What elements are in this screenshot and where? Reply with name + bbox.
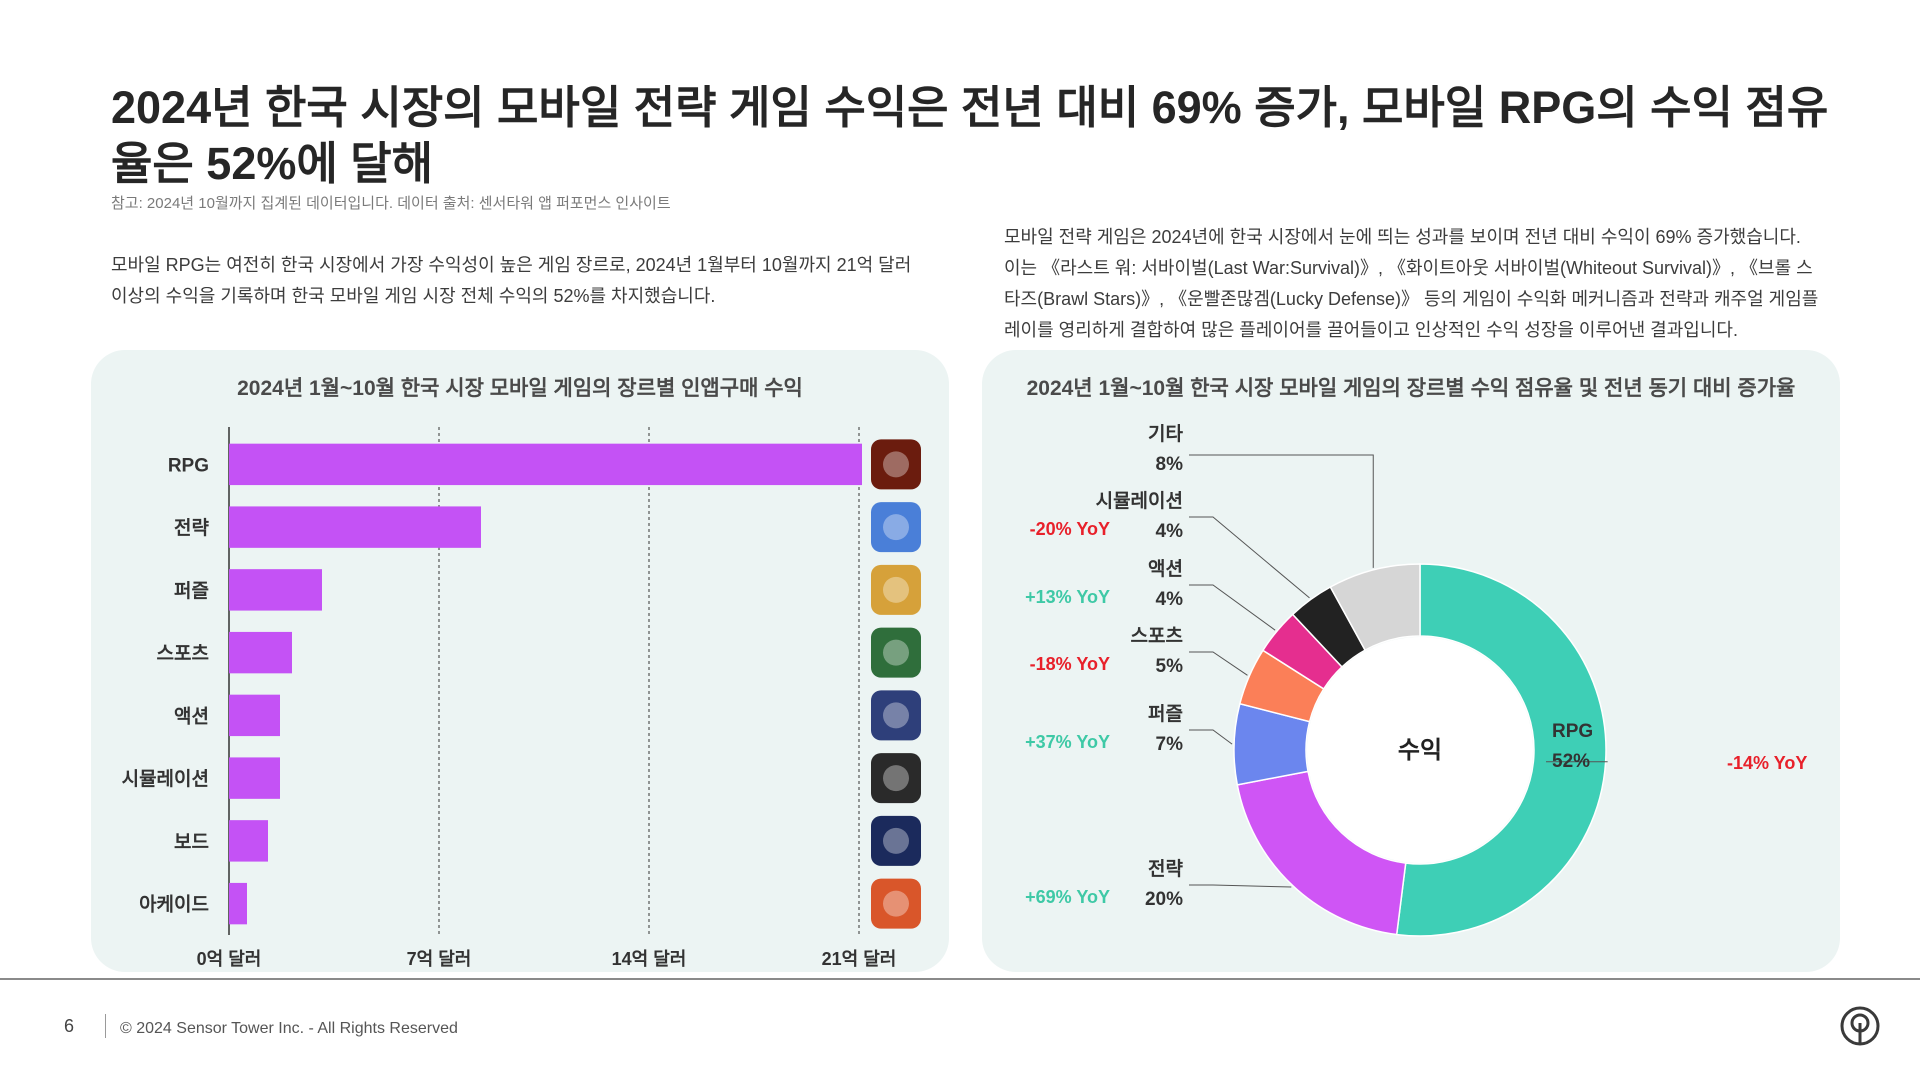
strategy-game-icon	[871, 502, 921, 553]
leader-line	[1189, 584, 1276, 631]
slice-yoy: +69% YoY	[1025, 887, 1110, 907]
sensor-tower-logo-icon	[1840, 1006, 1880, 1046]
bar-item-0	[229, 443, 862, 486]
rpg-summary-paragraph: 모바일 RPG는 여전히 한국 시장에서 가장 수익성이 높은 게임 장르로, …	[111, 255, 912, 306]
slice-percent: 5%	[1156, 656, 1184, 677]
donut-chart-panel: 2024년 1월~10월 한국 시장 모바일 게임의 장르별 수익 점유율 및 …	[982, 350, 1840, 972]
x-tick-label: 0억 달러	[197, 949, 262, 969]
board-game-icon	[871, 815, 921, 866]
x-tick-label: 7억 달러	[407, 949, 472, 969]
slice-label: 기타	[1148, 423, 1183, 445]
bar-item-5	[229, 757, 280, 799]
slice-yoy: -20% YoY	[1030, 519, 1110, 539]
page-number: 6	[64, 1016, 75, 1036]
donut-chart: 수익 RPG 52% -14% YoY 전략 20% +69% YoY 퍼즐 7% +37% Yo…	[1025, 423, 1807, 937]
bar-item-7	[229, 882, 247, 925]
bar-item-6	[229, 820, 268, 862]
slice-percent: 7%	[1156, 734, 1184, 755]
slice-yoy: -14% YoY	[1727, 753, 1807, 773]
footer-separator	[105, 1014, 106, 1038]
footer-divider	[0, 978, 1920, 980]
sports-game-icon	[871, 627, 921, 678]
category-label: 시뮬레이션	[122, 768, 209, 790]
donut-chart-title: 2024년 1월~10월 한국 시장 모바일 게임의 장르별 수익 점유율 및 …	[1026, 377, 1796, 400]
donut-slice-6	[1329, 563, 1421, 652]
leader-line	[1189, 516, 1310, 599]
slice-yoy: +37% YoY	[1025, 732, 1110, 752]
bar-item-4	[229, 694, 280, 737]
slice-percent: 4%	[1156, 521, 1184, 542]
puzzle-game-icon	[871, 564, 921, 615]
slice-percent: 20%	[1145, 889, 1183, 910]
slice-label: 퍼즐	[1148, 703, 1183, 725]
action-game-icon	[871, 690, 921, 741]
x-tick-label: 14억 달러	[612, 949, 687, 969]
slice-percent: 8%	[1156, 454, 1184, 475]
strategy-summary-paragraph: 모바일 전략 게임은 2024년에 한국 시장에서 눈에 띄는 성과를 보이며 …	[1004, 227, 1819, 340]
copyright-text: © 2024 Sensor Tower Inc. - All Rights Re…	[120, 1020, 458, 1037]
slice-yoy: -18% YoY	[1030, 654, 1110, 674]
leader-line	[1189, 729, 1233, 745]
slice-label: 시뮬레이션	[1096, 490, 1183, 512]
category-label: RPG	[168, 455, 209, 476]
leader-line	[1189, 454, 1374, 568]
category-label: 보드	[174, 832, 209, 853]
category-label: 퍼즐	[174, 580, 209, 602]
slice-yoy: +13% YoY	[1025, 587, 1110, 607]
slice-percent: 4%	[1156, 589, 1184, 610]
slice-label: 전략	[1148, 858, 1183, 880]
bar-item-1	[229, 506, 481, 548]
donut-center-label: 수익	[1398, 737, 1442, 764]
slice-label: RPG	[1552, 721, 1593, 742]
category-label: 전략	[174, 517, 209, 539]
data-source-note: 참고: 2024년 10월까지 집계된 데이터입니다. 데이터 출처: 센서타워…	[111, 195, 671, 212]
donut-slice-0	[1395, 563, 1607, 937]
category-label: 스포츠	[157, 643, 209, 665]
leader-line	[1189, 651, 1248, 676]
page-title: 2024년 한국 시장의 모바일 전략 게임 수익은 전년 대비 69% 증가,…	[111, 82, 1829, 189]
donut-hole	[1307, 637, 1533, 863]
bar-chart-title: 2024년 1월~10월 한국 시장 모바일 게임의 장르별 인앱구매 수익	[237, 377, 803, 400]
slice-label: 스포츠	[1131, 625, 1183, 647]
rpg-game-icon	[871, 439, 921, 490]
slice-percent: 52%	[1552, 751, 1590, 772]
bar-item-3	[229, 631, 292, 674]
x-tick-label: 21억 달러	[822, 949, 897, 969]
category-label: 아케이드	[139, 894, 209, 916]
leader-line	[1189, 884, 1292, 888]
bar-item-2	[229, 569, 322, 611]
arcade-game-icon	[871, 878, 921, 929]
bar-chart-panel: 2024년 1월~10월 한국 시장 모바일 게임의 장르별 인앱구매 수익 R…	[91, 350, 949, 972]
simulation-game-icon	[871, 753, 921, 804]
category-label: 액션	[174, 705, 209, 727]
slice-label: 액션	[1148, 558, 1183, 580]
